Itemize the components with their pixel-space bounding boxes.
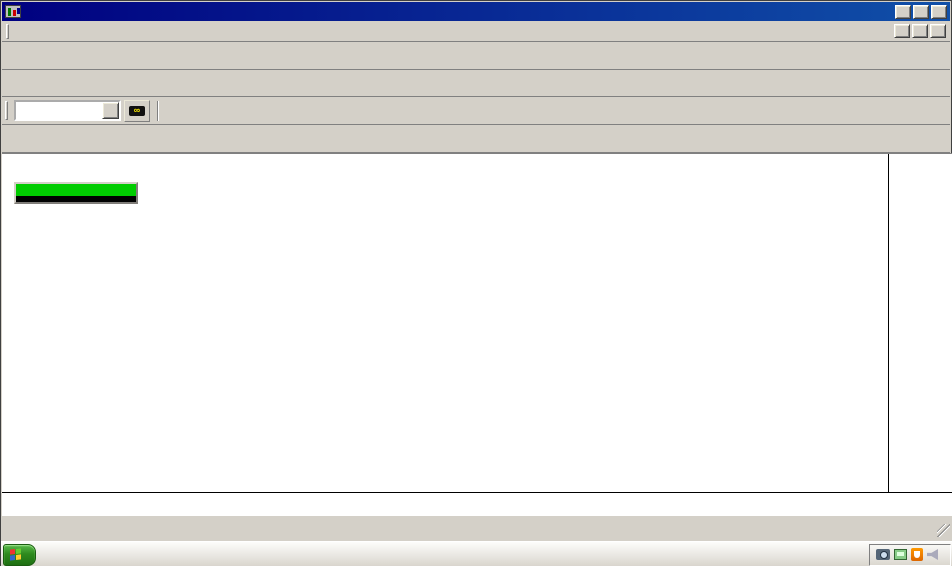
toolbar-chart <box>2 70 950 97</box>
taskbar <box>1 541 952 566</box>
candlestick-plot[interactable] <box>9 158 887 492</box>
link-symbol-button[interactable]: ∞ <box>124 99 150 122</box>
toolbar-main <box>2 43 950 70</box>
chart-region <box>2 153 952 516</box>
mdi-minimize-button[interactable] <box>894 24 910 38</box>
close-button[interactable] <box>931 4 947 19</box>
java-icon[interactable] <box>911 548 923 561</box>
tooltip-status <box>16 184 136 197</box>
toolbar-symbol: ∞ <box>2 97 950 125</box>
data-window-tooltip <box>14 182 138 204</box>
minimize-button[interactable] <box>895 4 911 19</box>
symbol-combo[interactable] <box>14 100 121 121</box>
toolbar-grip[interactable] <box>5 101 8 120</box>
status-bar <box>2 515 952 541</box>
price-axis[interactable] <box>888 154 952 516</box>
title-bar <box>2 2 950 21</box>
chain-link-icon: ∞ <box>129 105 145 116</box>
network-icon[interactable] <box>894 549 907 560</box>
app-icon <box>5 5 21 18</box>
volume-icon[interactable] <box>927 549 938 560</box>
mdi-close-button[interactable] <box>930 24 946 38</box>
menu-bar <box>2 21 950 42</box>
windows-flag-icon <box>10 548 21 561</box>
start-button[interactable] <box>3 543 36 566</box>
symbol-dropdown-icon[interactable] <box>102 102 119 119</box>
quote-readout <box>175 103 182 118</box>
camera-icon[interactable] <box>876 549 890 560</box>
date-axis[interactable] <box>2 492 952 516</box>
restore-button[interactable] <box>913 4 929 19</box>
resize-grip[interactable] <box>937 524 950 537</box>
system-tray <box>869 543 951 566</box>
menu-grip[interactable] <box>6 23 9 39</box>
toolbar-intervals <box>2 125 950 153</box>
mdi-restore-button[interactable] <box>912 24 928 38</box>
